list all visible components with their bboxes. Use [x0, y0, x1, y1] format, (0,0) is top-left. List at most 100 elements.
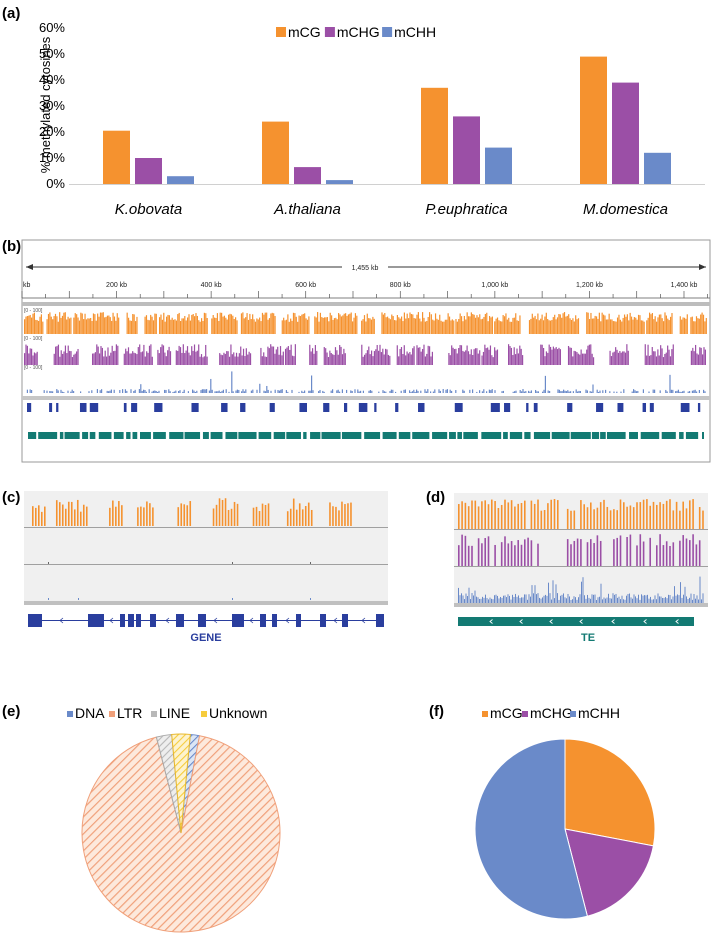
methylation-bar	[263, 352, 265, 365]
methylation-bar	[430, 391, 432, 393]
methylation-bar	[459, 313, 461, 334]
methylation-bar	[203, 389, 205, 393]
methylation-bar	[690, 593, 692, 603]
methylation-bar	[252, 389, 254, 393]
methylation-bar	[100, 346, 102, 365]
methylation-bar	[583, 353, 585, 365]
methylation-bar	[278, 354, 280, 365]
methylation-bar	[623, 599, 624, 603]
methylation-bar	[474, 317, 477, 334]
methylation-bar	[389, 319, 391, 334]
methylation-bar	[226, 351, 228, 365]
te-block	[524, 432, 531, 439]
methylation-bar	[616, 391, 618, 393]
methylation-bar	[400, 316, 403, 334]
methylation-bar	[339, 345, 341, 365]
methylation-bar	[573, 540, 576, 566]
methylation-bar	[492, 599, 494, 603]
methylation-bar	[111, 345, 113, 365]
methylation-bar	[70, 501, 73, 526]
methylation-bar	[299, 316, 302, 334]
methylation-bar	[649, 537, 651, 566]
methylation-bar	[669, 374, 671, 393]
ruler-tick-label: 400 kb	[201, 282, 222, 289]
methylation-bar	[433, 320, 435, 334]
methylation-bar	[483, 316, 485, 334]
methylation-bar	[395, 391, 397, 393]
methylation-bar	[222, 389, 224, 393]
methylation-bar	[591, 353, 593, 365]
methylation-bar	[259, 383, 261, 393]
methylation-bar	[516, 348, 518, 365]
methylation-bar	[666, 598, 668, 603]
methylation-bar	[633, 594, 635, 603]
methylation-bar	[237, 356, 239, 365]
methylation-bar	[570, 347, 572, 365]
methylation-bar	[140, 352, 142, 365]
methylation-bar	[266, 312, 268, 334]
category-label: P.euphratica	[425, 201, 507, 218]
methylation-bar	[683, 594, 684, 603]
ruler-tick-label: 800 kb	[390, 282, 411, 289]
methylation-bar	[670, 389, 672, 393]
methylation-bar	[423, 344, 425, 365]
methylation-bar	[306, 319, 309, 334]
methylation-bar	[551, 599, 552, 603]
methylation-bar	[88, 391, 90, 393]
methylation-bar	[154, 390, 156, 393]
methylation-bar	[588, 597, 590, 603]
methylation-bar	[354, 313, 357, 334]
track-mchh	[26, 371, 706, 393]
methylation-bar	[384, 313, 386, 334]
methylation-bar	[98, 316, 100, 334]
methylation-bar	[476, 391, 478, 393]
strand-arrow-icon	[361, 617, 366, 624]
gene-block	[56, 403, 59, 412]
methylation-bar	[392, 316, 394, 334]
methylation-bar	[202, 320, 204, 334]
annotation-divider	[22, 396, 710, 400]
methylation-bar	[206, 356, 208, 365]
methylation-bar	[476, 348, 478, 365]
methylation-bar	[552, 317, 554, 334]
methylation-bar	[552, 346, 554, 365]
genome-browser: 1,455 kb kb 200 kb 400 kb 600 kb 800 kb 1,00…	[21, 239, 711, 463]
methylation-bar	[644, 344, 646, 365]
methylation-bar	[574, 351, 577, 365]
methylation-bar	[500, 596, 501, 603]
methylation-bar	[658, 355, 660, 365]
methylation-bar	[663, 597, 665, 603]
methylation-bar	[163, 312, 165, 334]
methylation-bar	[586, 507, 589, 529]
methylation-bar	[198, 320, 200, 334]
methylation-bar	[585, 598, 587, 603]
methylation-bar	[349, 313, 351, 334]
methylation-bar	[537, 391, 539, 393]
methylation-bar	[231, 354, 233, 365]
methylation-bar	[69, 350, 71, 365]
methylation-bar	[127, 317, 130, 334]
panel-label-a: (a)	[2, 5, 20, 22]
methylation-bar	[501, 391, 503, 393]
methylation-bar	[586, 349, 588, 365]
methylation-bar	[329, 312, 331, 334]
methylation-bar	[700, 314, 702, 334]
gene-block	[89, 403, 99, 412]
methylation-bar	[134, 321, 137, 334]
methylation-bar	[144, 316, 146, 334]
methylation-bar	[470, 599, 471, 603]
methylation-bar	[227, 351, 229, 365]
methylation-bar	[302, 391, 304, 393]
methylation-bar	[148, 345, 151, 365]
methylation-bar	[483, 597, 485, 603]
methylation-bar	[609, 391, 611, 393]
methylation-bar	[336, 390, 338, 393]
methylation-bar	[681, 597, 683, 603]
methylation-bar	[557, 389, 559, 393]
methylation-bar	[590, 312, 592, 334]
methylation-bar	[647, 344, 649, 365]
methylation-bar	[182, 391, 184, 393]
gene-block	[131, 403, 138, 412]
methylation-bar	[669, 499, 671, 529]
methylation-bar	[653, 319, 655, 334]
